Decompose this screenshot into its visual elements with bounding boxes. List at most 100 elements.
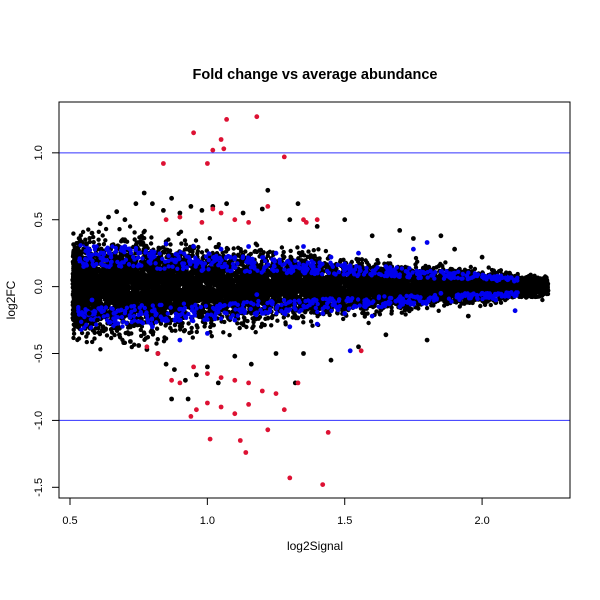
data-point [218,137,224,142]
data-point [194,372,199,378]
data-point [342,311,348,316]
data-point [106,214,111,220]
data-point [169,195,175,201]
data-point [163,241,169,247]
data-point [161,208,166,213]
data-point [438,290,444,296]
data-point [70,277,76,283]
data-point [328,357,334,363]
data-point [520,292,526,297]
data-point [397,228,403,233]
data-point [218,246,224,252]
data-point [188,414,194,419]
data-point [295,380,301,386]
data-point [86,311,92,316]
data-point [265,427,271,433]
data-point [114,209,120,215]
series-1 [81,240,518,354]
data-point [89,297,95,303]
data-point [155,351,161,356]
data-point [144,344,150,350]
data-point [452,270,457,276]
data-point [194,407,199,413]
data-point [185,396,191,402]
data-point [248,361,254,367]
y-tick-label: 1.0 [33,145,45,160]
data-point [177,214,183,220]
data-point [78,250,84,256]
data-point [207,436,213,442]
data-point [161,161,166,166]
data-point [191,244,197,249]
data-point [205,371,210,376]
data-point [246,380,252,386]
data-point [438,233,444,239]
data-point [232,217,238,223]
data-point [320,311,326,316]
data-point [545,288,551,293]
data-point [191,364,197,370]
data-point [81,300,87,306]
x-tick-label: 1.0 [200,515,215,527]
data-point [254,292,260,297]
data-point [259,311,265,316]
data-point [100,324,106,330]
data-point [411,236,416,241]
series-2 [144,114,364,487]
data-point [117,332,122,338]
data-point [246,220,252,225]
data-point [150,324,155,330]
data-point [301,351,306,356]
data-point [199,220,205,225]
data-point [479,254,485,260]
data-point [163,217,169,223]
data-point [512,308,518,314]
chart-title: Fold change vs average abundance [193,67,438,83]
data-point [259,388,265,394]
data-point [465,313,471,319]
y-axis-label: log2FC [4,280,18,319]
data-point [243,450,249,455]
data-point [224,201,230,207]
data-point [141,190,147,196]
data-points [70,114,551,487]
data-point [240,210,246,216]
data-point [265,187,271,193]
data-point [273,351,279,356]
data-point [73,260,78,265]
data-point [397,304,403,310]
x-tick-label: 1.5 [337,515,352,527]
data-point [177,210,183,216]
series-0 [70,187,551,402]
data-point [177,337,183,343]
data-point [218,375,224,380]
data-point [136,343,142,348]
x-axis-label: log2Signal [287,539,343,553]
data-point [273,391,279,396]
data-point [358,348,364,354]
data-point [424,337,430,343]
y-tick-label: 0.5 [33,212,45,227]
data-point [199,208,205,213]
data-point [232,377,238,383]
data-point [81,264,87,269]
data-point [303,220,309,225]
data-point [328,254,334,260]
data-point [127,339,133,344]
data-point [183,377,188,383]
data-point [95,317,100,323]
data-point [452,246,457,252]
data-point [224,117,230,122]
data-point [205,364,210,370]
data-point [108,327,114,332]
data-point [205,331,210,336]
data-point [122,244,128,249]
y-tick-label: -1.5 [33,478,45,497]
data-point [314,321,320,327]
blue-point-cloud [76,242,520,332]
data-point [215,380,221,386]
y-tick-label: -1.0 [33,411,45,430]
data-point [507,270,512,276]
data-point [172,367,177,372]
y-tick-label: 0.0 [33,279,45,294]
